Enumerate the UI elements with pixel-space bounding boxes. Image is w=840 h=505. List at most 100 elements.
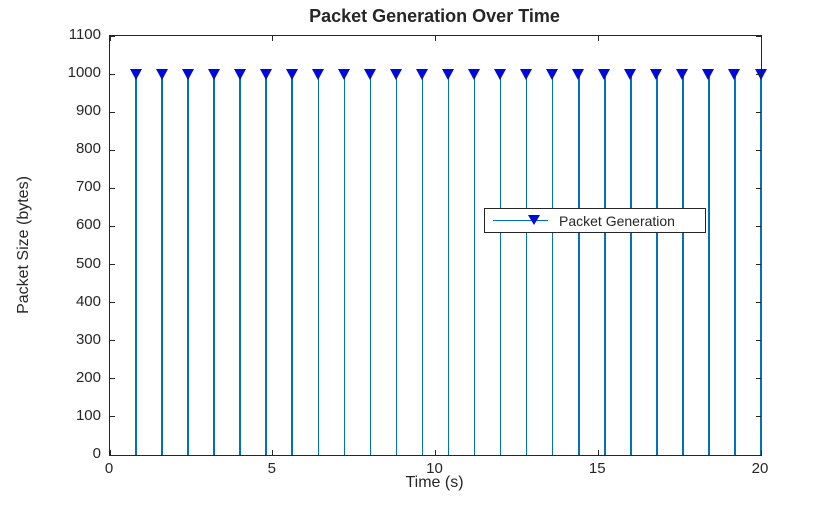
stem-line [656,74,658,455]
y-tick [110,454,115,456]
stem-marker-icon [728,68,741,80]
y-tick-label: 100 [75,406,101,424]
y-tick-label: 300 [75,330,101,348]
y-tick [110,149,115,151]
stem-line [708,74,710,455]
stem-line [630,74,632,455]
stem-line [343,74,346,455]
y-tick-right [756,340,761,342]
y-tick [110,378,115,380]
y-tick-label: 0 [92,445,101,462]
x-tick [435,450,436,455]
stem-marker-icon [624,68,637,80]
x-axis-label: Time (s) [405,474,464,491]
y-tick-label: 200 [75,368,101,386]
stem-marker-icon [598,68,611,80]
stem-line [499,74,502,455]
y-tick [110,187,115,189]
x-tick-label: 20 [751,460,769,477]
x-tick-top [597,36,599,41]
y-tick-right [756,454,761,456]
x-tick-label: 5 [267,460,276,477]
stem-marker-icon [285,68,298,80]
stem-marker-icon [155,68,168,80]
stem-marker-icon [415,68,428,80]
y-tick-right [756,35,761,37]
y-tick-label: 900 [75,102,101,120]
stem-line [473,74,476,455]
stem-line [525,74,528,455]
stem-marker-icon [676,68,689,80]
stem-line [187,74,189,455]
stem-line [239,74,241,455]
stem-marker-icon [546,68,559,80]
y-tick-label: 1100 [68,26,101,43]
y-axis-label: Packet Size (bytes) [15,176,32,314]
stem-line [161,74,163,455]
stem-marker-icon [129,68,142,80]
y-tick-right [756,187,761,189]
y-tick-right [756,73,761,75]
legend: Packet Generation [484,208,706,233]
stem-marker-icon [702,68,715,80]
x-tick [597,450,599,455]
stem-marker-icon [389,68,402,80]
stem-line [603,74,606,455]
stem-line [447,74,450,455]
y-tick-right [756,378,761,380]
y-tick-right [756,416,761,418]
stem-marker-icon [442,68,455,80]
x-tick-top [109,36,111,41]
y-tick-right [756,225,761,227]
stem-marker-icon [233,68,246,80]
y-tick-right [756,149,761,151]
stem-line [421,74,424,455]
stem-marker-icon [468,68,481,80]
stem-marker-icon [494,68,507,80]
y-tick-label: 800 [75,140,101,158]
x-tick-label: 10 [426,460,443,477]
stem-marker-icon [259,68,272,80]
y-tick [110,35,115,37]
stem-marker-icon [363,68,376,80]
y-tick [110,73,115,75]
stem-line [551,74,554,455]
y-tick-right [756,264,761,266]
y-tick [110,264,115,266]
y-tick-label: 500 [75,254,101,272]
plot-area [109,35,767,456]
chart-title: Packet Generation Over Time [309,6,560,26]
x-tick [109,450,111,455]
stem-marker-icon [572,68,585,80]
y-tick [110,340,115,342]
stem-marker-icon [207,68,220,80]
x-tick-top [435,36,436,41]
x-tick [272,450,274,455]
x-tick-top [760,36,762,41]
x-tick-label: 15 [588,460,606,477]
y-tick [110,302,115,304]
y-tick [110,225,115,227]
stem-line [265,74,268,455]
stem-line [577,74,580,455]
stem-line [682,74,684,455]
x-tick-top [272,36,274,41]
y-tick [110,416,115,418]
y-tick [110,111,115,113]
y-tick-right [756,111,761,113]
stem-line [369,74,372,455]
y-tick-label: 700 [75,178,101,196]
legend-label: Packet Generation [559,212,675,229]
legend-line-sample [493,215,548,226]
stem-marker-icon [520,68,533,80]
stem-line [734,74,736,455]
y-tick-right [756,302,761,304]
stem-line [291,74,294,455]
stem-line [395,74,398,455]
y-tick-label: 1000 [67,64,101,82]
y-tick-label: 400 [75,292,101,310]
stem-line [213,74,215,455]
x-tick [760,450,762,455]
stem-line [135,74,137,455]
